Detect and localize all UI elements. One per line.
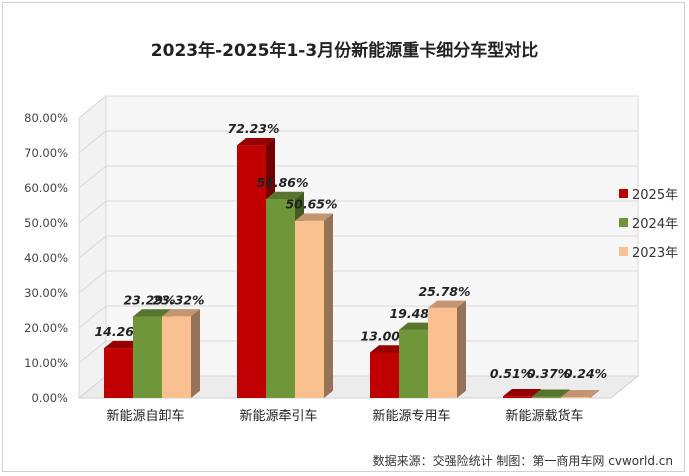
bar-top <box>370 345 408 353</box>
data-source-note: 数据来源：交强险统计 制图：第一商用车网 cvworld.cn <box>372 454 673 468</box>
category-label: 新能源自卸车 <box>106 408 184 424</box>
bar <box>266 198 295 398</box>
gridline <box>78 95 638 119</box>
bar-top <box>237 137 275 146</box>
bar <box>133 316 162 398</box>
category-label: 新能源专用车 <box>372 408 450 424</box>
data-label: 0.24% <box>564 366 607 381</box>
data-label: 0.51% <box>490 366 533 381</box>
bar <box>561 397 590 398</box>
gridline <box>78 235 638 259</box>
legend-label: 2024年 <box>632 217 678 232</box>
data-label: 25.78% <box>418 284 470 299</box>
bar-side <box>324 213 333 398</box>
y-tick-label: 20.00% <box>24 321 68 335</box>
y-tick-label: 0.00% <box>31 391 68 405</box>
data-label: 23.32% <box>152 292 204 307</box>
data-label: 0.37% <box>527 366 570 381</box>
y-tick-label: 50.00% <box>24 216 68 230</box>
bar <box>532 396 561 398</box>
legend-swatch <box>619 189 628 198</box>
category-label: 新能源牵引车 <box>239 408 317 424</box>
y-tick-label: 60.00% <box>24 181 68 195</box>
bar-side <box>191 309 200 398</box>
legend-swatch <box>619 247 628 256</box>
bar-top <box>266 191 304 199</box>
bar-top <box>503 389 541 397</box>
bar <box>428 307 457 398</box>
category-label: 新能源载货车 <box>505 408 583 424</box>
bar-top <box>428 300 466 308</box>
y-tick-label: 10.00% <box>24 356 68 370</box>
data-label: 23.29% <box>123 292 175 307</box>
bar-side <box>457 300 466 398</box>
bar-top <box>399 322 437 330</box>
bar-top <box>532 389 570 397</box>
bar <box>162 316 191 398</box>
bar <box>237 145 266 398</box>
data-label: 56.86% <box>256 175 308 190</box>
bar <box>104 348 133 398</box>
bar <box>370 352 399 398</box>
bar-top <box>295 213 333 221</box>
bar-side <box>590 389 599 398</box>
bar <box>399 329 428 398</box>
gridline <box>78 270 638 294</box>
bar-top <box>561 389 599 398</box>
bar <box>503 396 532 398</box>
gridline <box>78 130 638 154</box>
legend-label: 2025年 <box>632 188 678 203</box>
gridline <box>78 200 638 224</box>
y-tick-label: 70.00% <box>24 146 68 160</box>
y-tick-label: 30.00% <box>24 286 68 300</box>
bar-top <box>104 340 142 349</box>
data-label: 72.23% <box>227 121 279 136</box>
y-tick-label: 40.00% <box>24 251 68 265</box>
y-tick-label: 80.00% <box>24 111 68 125</box>
bar-top <box>133 309 171 317</box>
chart-title: 2023年-2025年1-3月份新能源重卡细分车型对比 <box>150 41 539 61</box>
bar <box>295 220 324 398</box>
legend-label: 2023年 <box>632 246 678 261</box>
data-label: 50.65% <box>285 197 337 212</box>
bar-top <box>162 309 200 317</box>
legend-swatch <box>619 218 628 227</box>
gridline <box>78 165 638 189</box>
